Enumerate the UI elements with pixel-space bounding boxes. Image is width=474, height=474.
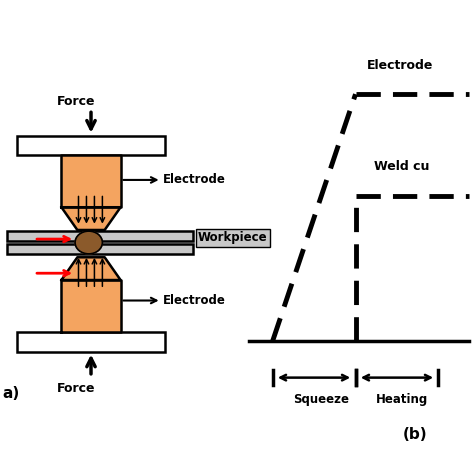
Bar [7, 244, 193, 254]
Bar [7, 231, 193, 241]
Polygon shape [62, 257, 120, 280]
Text: Force: Force [57, 95, 95, 108]
Text: Workpiece: Workpiece [198, 231, 267, 245]
Text: Weld cu: Weld cu [374, 161, 430, 173]
Text: Force: Force [57, 382, 95, 394]
Polygon shape [62, 155, 120, 207]
Text: a): a) [2, 386, 19, 401]
Bar [17, 136, 165, 155]
Text: Electrode: Electrode [163, 294, 226, 307]
Bar [17, 332, 165, 352]
Polygon shape [62, 280, 120, 332]
Polygon shape [62, 207, 120, 230]
Text: Electrode: Electrode [163, 173, 226, 186]
Text: Electrode: Electrode [367, 59, 434, 72]
Text: (b): (b) [403, 428, 428, 442]
Text: Squeeze: Squeeze [292, 393, 349, 406]
Ellipse shape [75, 231, 102, 254]
Text: Heating: Heating [375, 393, 428, 406]
